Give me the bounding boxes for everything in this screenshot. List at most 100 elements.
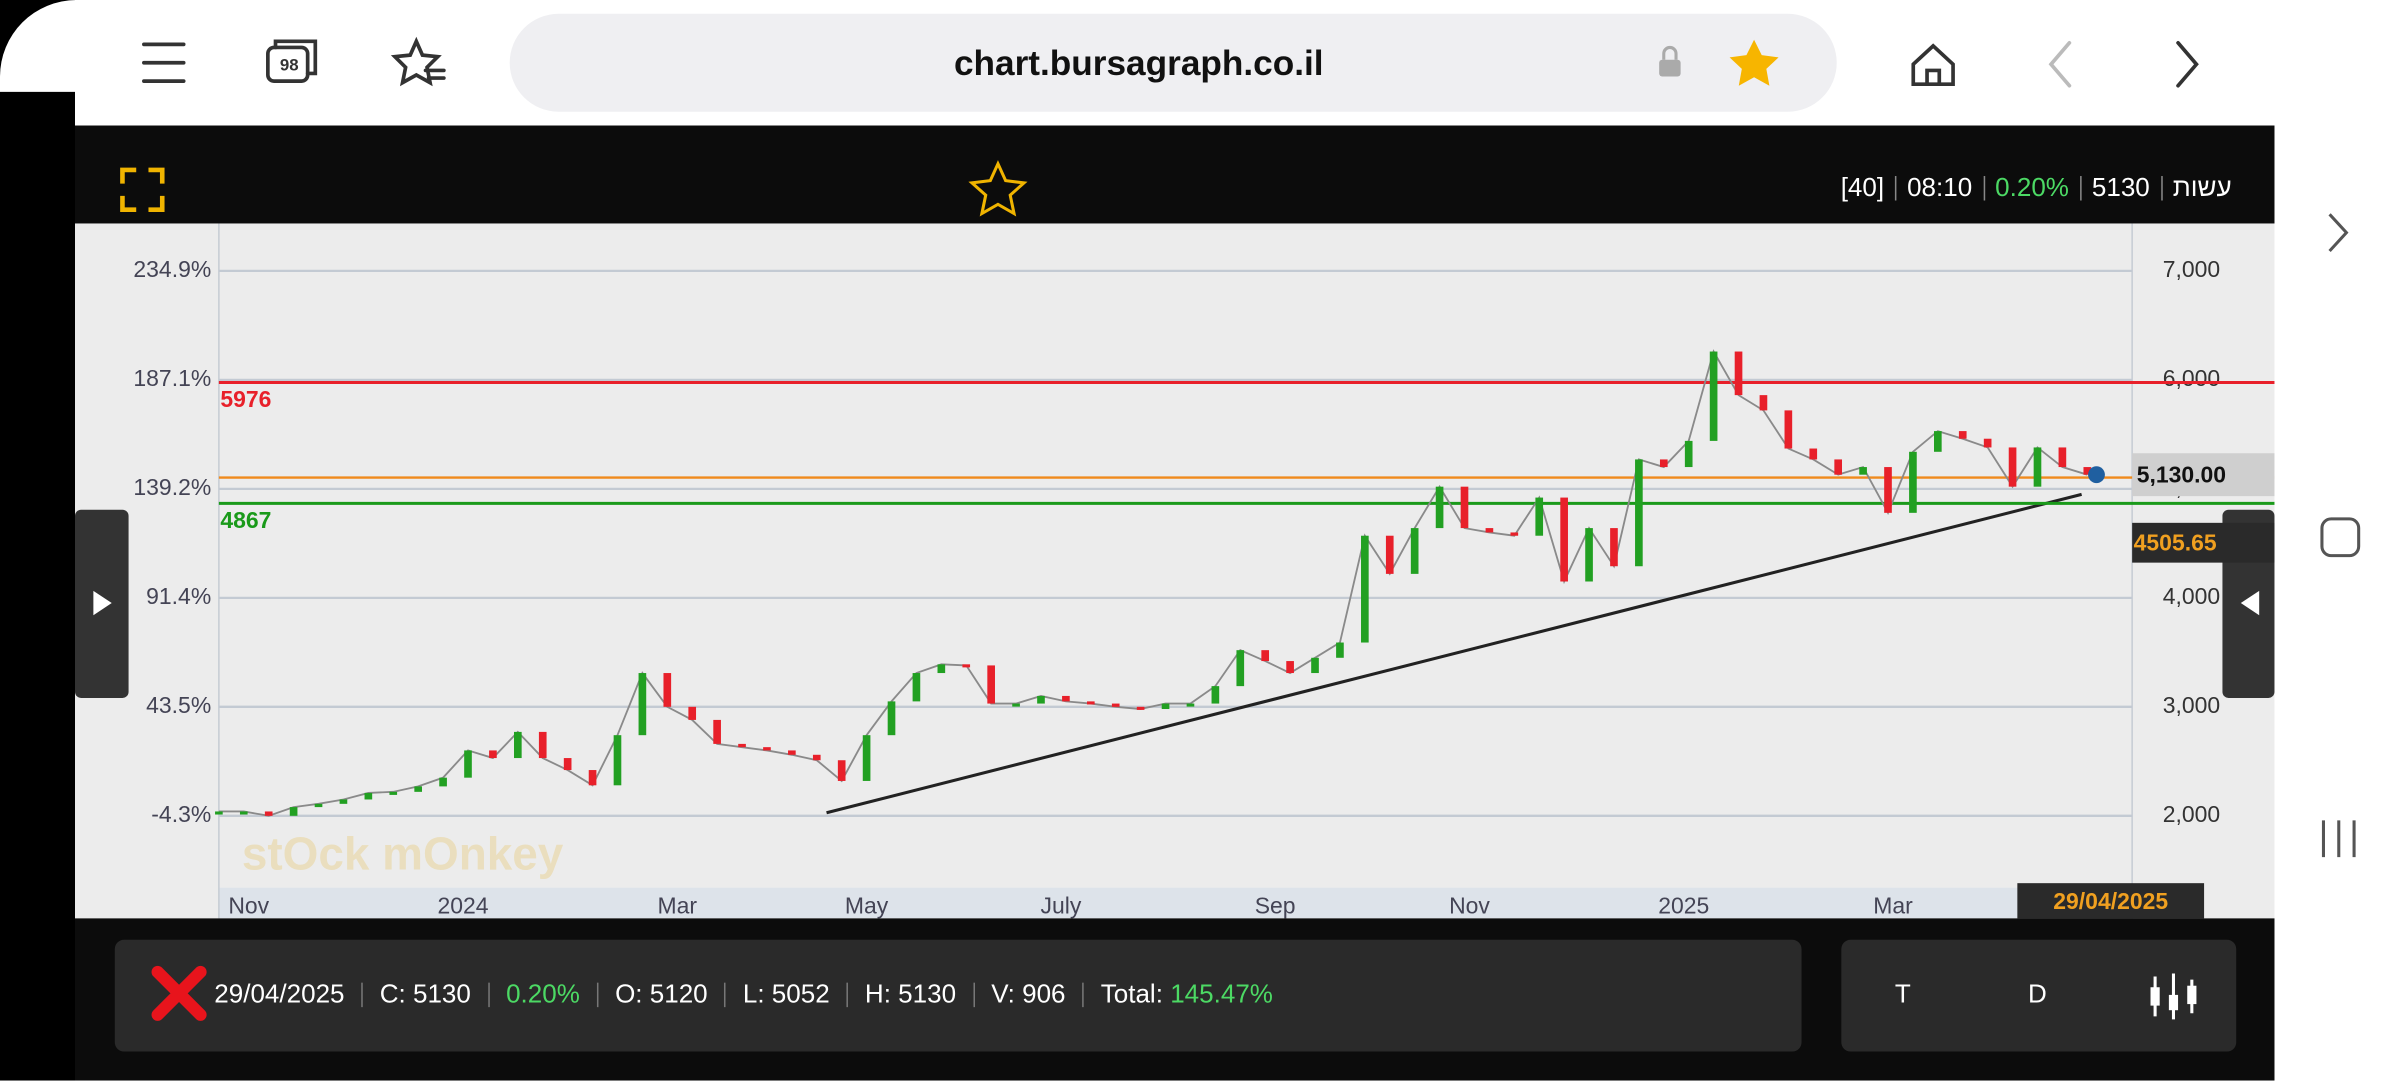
candle — [1435, 486, 1444, 529]
candle — [837, 760, 846, 781]
candle — [987, 665, 995, 704]
candle — [638, 673, 647, 736]
y2-tick-label: 187.1% — [133, 365, 211, 391]
status-change: 0.20% — [506, 979, 580, 1009]
trendline — [826, 492, 2083, 815]
tab-count[interactable]: 98 — [280, 55, 299, 74]
button-t[interactable]: T — [1894, 979, 1911, 1009]
x-axis-strip — [218, 887, 2133, 919]
candle — [513, 731, 522, 759]
last-dot — [2088, 466, 2105, 484]
candle — [1759, 395, 1768, 411]
candle — [1261, 650, 1270, 662]
status-high: H: 5130 — [864, 979, 957, 1009]
candle — [1286, 661, 1294, 674]
candle — [812, 754, 821, 761]
candle — [688, 706, 697, 720]
cursor-date: 29/04/2025 — [2053, 888, 2168, 914]
candle — [1884, 467, 1892, 513]
candle — [1311, 657, 1319, 674]
candle — [1012, 703, 1020, 707]
quote-header: [40] 08:10 0.20% 5130 עשות — [1841, 173, 2232, 204]
status-low: L: 5052 — [742, 979, 830, 1009]
candle — [239, 811, 248, 815]
watermark: stOck mOnkey — [242, 827, 564, 879]
candle — [713, 719, 721, 744]
status-date: 29/04/2025 — [214, 979, 345, 1009]
level-label: 5976 — [220, 386, 271, 412]
y-tick-label: 2,000 — [2163, 801, 2220, 827]
candle — [763, 747, 771, 751]
url[interactable]: chart.bursagraph.co.il — [954, 44, 1324, 83]
candle — [738, 743, 746, 748]
x-tick-label: Sep — [1255, 893, 1296, 919]
trend-price-label: 4505.65 — [2134, 529, 2217, 555]
candle — [1510, 532, 1519, 536]
candle — [1983, 438, 1992, 448]
candle — [339, 799, 348, 804]
candle — [1236, 650, 1245, 687]
button-d[interactable]: D — [2028, 979, 2047, 1009]
candle — [1361, 535, 1369, 643]
candle — [1784, 410, 1793, 449]
status-open: O: 5120 — [615, 979, 708, 1009]
candle — [1460, 486, 1469, 529]
left-edge — [0, 0, 75, 1081]
candle — [1336, 642, 1344, 658]
system-nav — [2320, 213, 2361, 858]
candle — [1659, 459, 1668, 468]
close-icon[interactable] — [150, 964, 211, 1025]
candle — [314, 803, 323, 808]
status-line: 29/04/2025 C: 5130 0.20% O: 5120 L: 5052… — [214, 980, 1273, 1011]
url-field[interactable] — [509, 13, 1837, 112]
candle — [613, 735, 622, 786]
candle — [1684, 440, 1693, 468]
candle — [538, 731, 547, 759]
chart: stOck mOnkey 2,0003,0004,0005,0006,0007,… — [74, 223, 2275, 919]
x-tick-label: Mar — [658, 893, 698, 919]
candle — [1809, 448, 1818, 460]
candle — [1186, 703, 1195, 707]
candle — [1037, 695, 1045, 704]
candle — [1086, 701, 1095, 705]
candle — [912, 673, 921, 702]
total: 145.47% — [1170, 979, 1273, 1009]
candle — [414, 786, 423, 792]
price-line — [218, 349, 2088, 817]
y2-tick-label: 234.9% — [133, 256, 211, 282]
candle — [788, 750, 796, 755]
y2-tick-label: 91.4% — [146, 583, 211, 609]
candle — [1909, 451, 1917, 513]
candle — [2008, 447, 2017, 487]
candle-icon[interactable] — [2146, 970, 2201, 1022]
x-tick-label: 2024 — [438, 893, 489, 919]
y-tick-label: 7,000 — [2163, 256, 2220, 282]
candle — [1161, 703, 1170, 710]
candle — [439, 777, 447, 787]
candle — [1610, 528, 1618, 567]
candle — [1136, 706, 1145, 710]
candle — [1635, 459, 1643, 567]
total-label: Total: — [1100, 979, 1163, 1009]
candle — [1958, 431, 1967, 439]
x-tick-label: Mar — [1873, 893, 1913, 919]
price: 5130 — [2091, 172, 2150, 203]
candle — [1535, 497, 1544, 536]
period: [40] — [1840, 172, 1885, 203]
candle — [1709, 351, 1718, 441]
candle — [1934, 431, 1942, 452]
candle — [1859, 467, 1867, 475]
candle — [663, 673, 672, 707]
candle — [464, 750, 472, 778]
candle — [1485, 528, 1494, 533]
candle — [289, 807, 298, 816]
plot-bg — [74, 223, 2275, 919]
y2-tick-label: 139.2% — [133, 474, 211, 500]
candle — [215, 811, 223, 815]
candle — [2033, 447, 2042, 487]
time: 08:10 — [1907, 172, 1973, 203]
y-tick-label: 3,000 — [2163, 692, 2220, 718]
candle — [389, 791, 398, 795]
level-label: 4867 — [220, 507, 271, 533]
